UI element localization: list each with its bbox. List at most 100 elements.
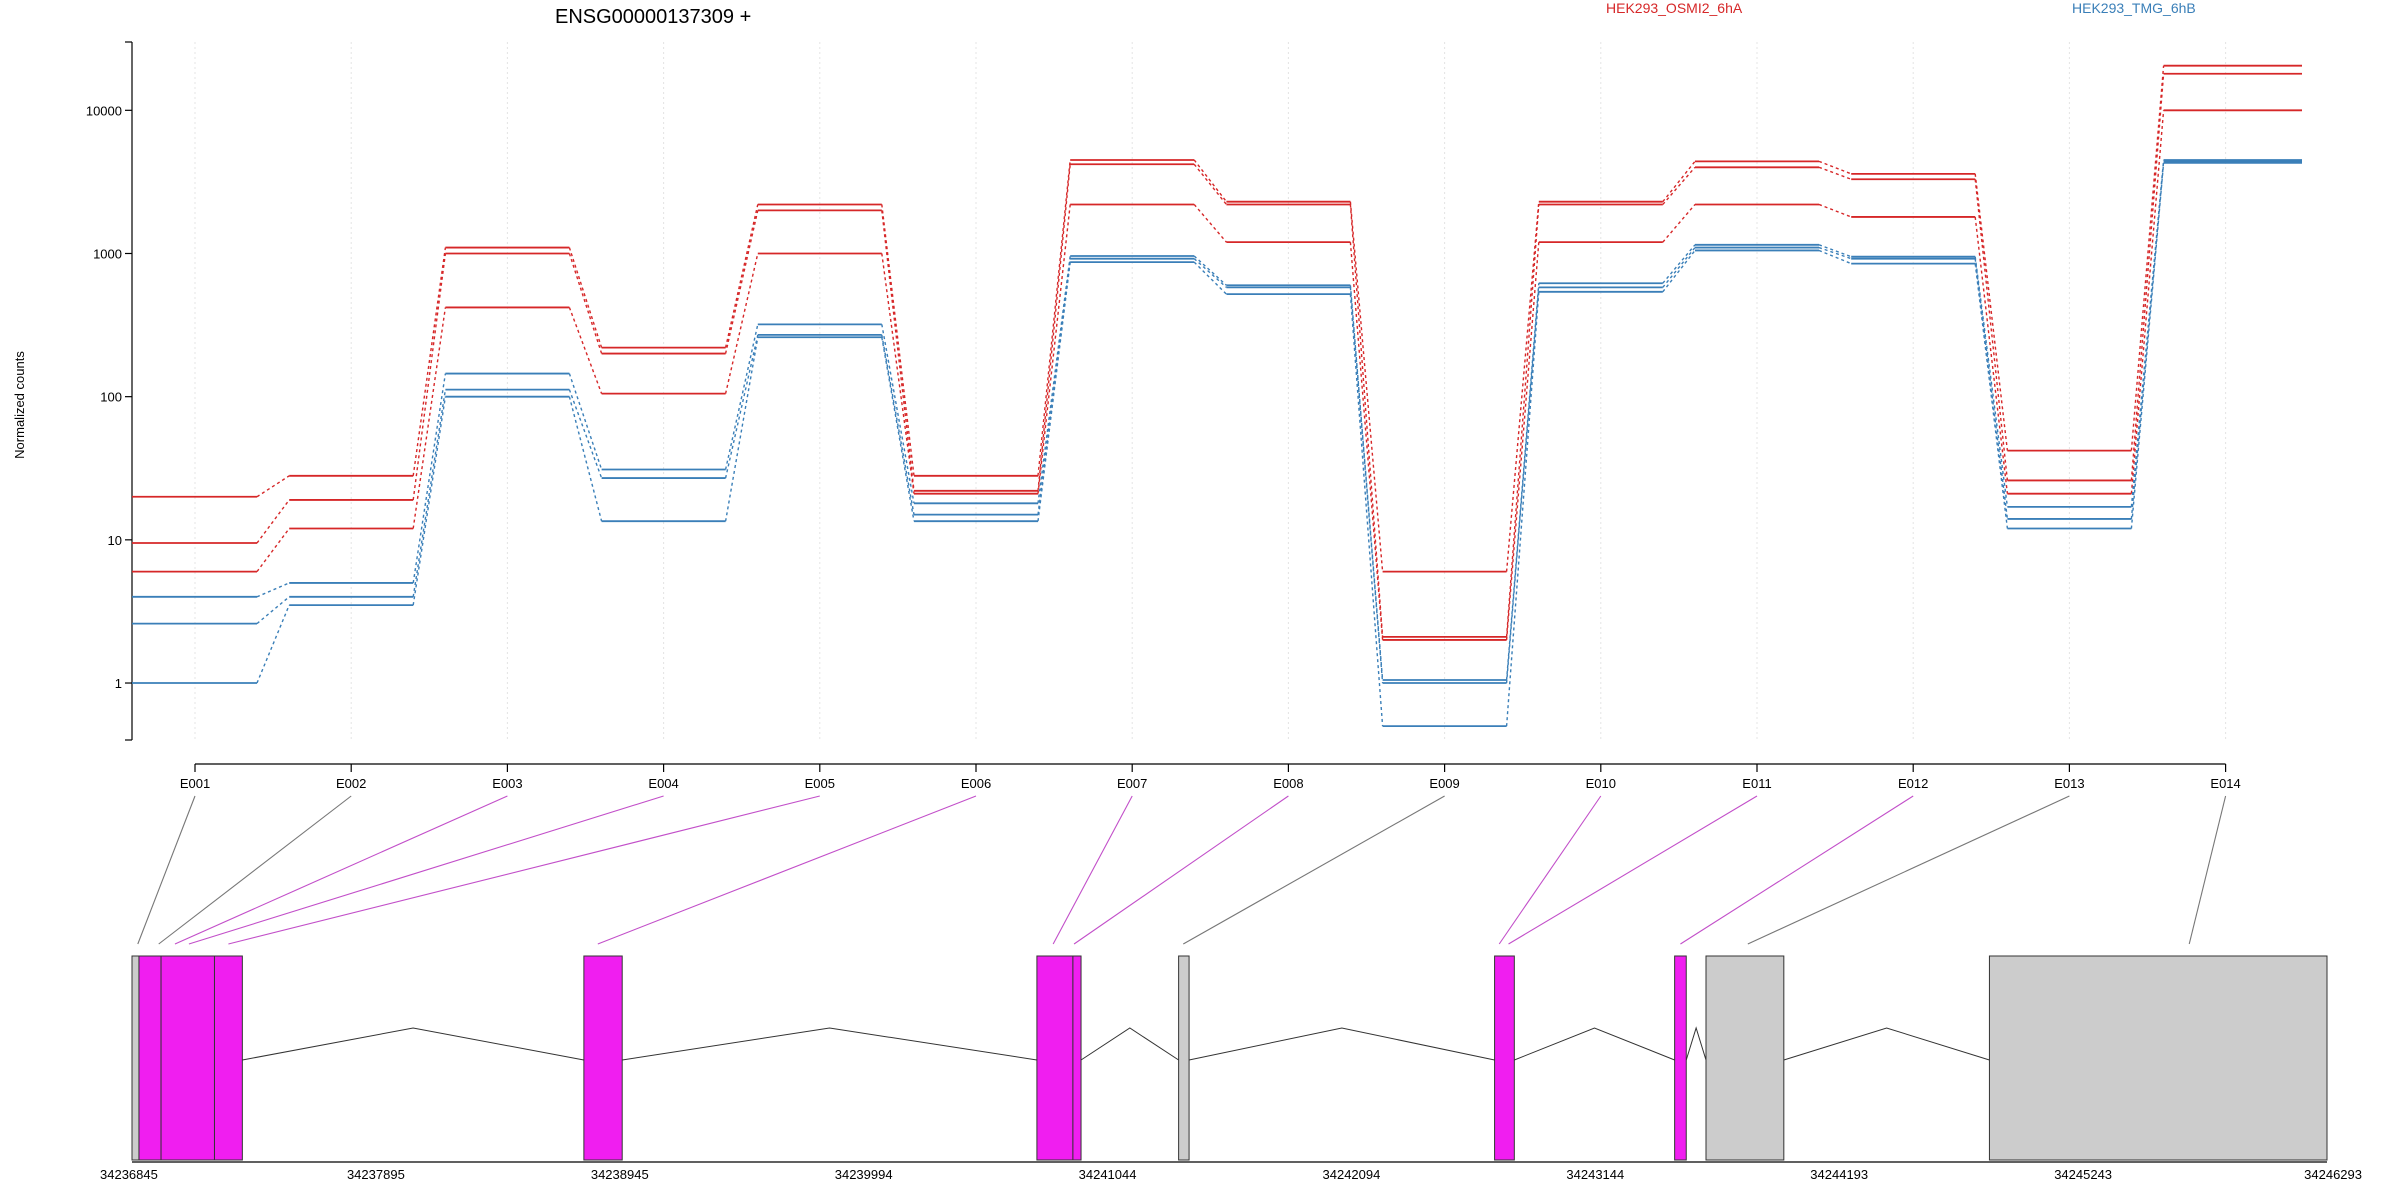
- exon-connector: [1498, 795, 1602, 945]
- series-connector: [1505, 283, 1540, 681]
- exon-box: [138, 955, 162, 1161]
- y-tick-label: 10000: [86, 103, 122, 118]
- exon-connector: [158, 795, 352, 945]
- exon-connector: [1182, 795, 1445, 945]
- series-connector: [1974, 263, 2009, 529]
- y-tick-label: 100: [100, 390, 122, 405]
- series-connector: [1349, 242, 1384, 640]
- series-connector: [412, 247, 447, 476]
- series-connector: [1505, 204, 1540, 637]
- exon-connector: [228, 795, 820, 945]
- chart-title: ENSG00000137309 +: [555, 6, 751, 28]
- series-connector: [412, 396, 447, 606]
- series-connector: [724, 204, 759, 348]
- y-tick-label: 1000: [93, 246, 122, 261]
- x-tick-label: E009: [1429, 776, 1459, 791]
- series-connector: [881, 253, 915, 494]
- exon-connector: [1508, 795, 1758, 945]
- series-connector: [2130, 162, 2165, 529]
- exon-box: [213, 955, 243, 1161]
- x-tick-label: E001: [180, 776, 210, 791]
- series-connector: [1505, 201, 1540, 572]
- series-connector: [1662, 204, 1696, 243]
- intron-line: [242, 1027, 584, 1061]
- exon-connector: [188, 795, 664, 945]
- genomic-coordinate-label: 34246293: [2304, 1167, 2362, 1182]
- intron-line: [1514, 1027, 1675, 1061]
- series-connector: [881, 210, 915, 491]
- legend-entry-osmi2: HEK293_OSMI2_6hA: [1606, 0, 1743, 16]
- series-connector: [1818, 246, 1852, 260]
- intron-line: [1685, 1026, 1707, 1061]
- genomic-coordinate-label: 34237895: [347, 1167, 405, 1182]
- series-line: [132, 160, 2302, 684]
- series-connector: [1505, 242, 1540, 640]
- exon-connector: [1052, 795, 1133, 945]
- exon-box: [1178, 955, 1190, 1161]
- x-tick-label: E002: [336, 776, 366, 791]
- genomic-coordinate-label: 34242094: [1323, 1167, 1381, 1182]
- series-line: [132, 64, 2302, 573]
- series-connector: [256, 596, 290, 625]
- intron-line: [1080, 1027, 1179, 1061]
- series-connector: [256, 499, 290, 544]
- series-connector: [1037, 164, 1071, 491]
- series-connector: [1818, 249, 1852, 265]
- series-connector: [1505, 287, 1540, 684]
- series-connector: [256, 528, 290, 573]
- exon-box: [1988, 955, 2328, 1161]
- series-connector: [1193, 255, 1227, 286]
- series-connector: [1662, 250, 1696, 293]
- series-connector: [568, 307, 603, 394]
- x-tick-label: E005: [805, 776, 835, 791]
- series-connector: [1662, 166, 1696, 205]
- genomic-coordinate-label: 34238945: [591, 1167, 649, 1182]
- series-connector: [256, 475, 290, 498]
- genomic-coordinate-label: 34243144: [1566, 1167, 1624, 1182]
- series-connector: [1662, 244, 1696, 284]
- intron-line: [622, 1027, 1037, 1061]
- series-connector: [724, 334, 759, 479]
- x-tick-label: E011: [1742, 776, 1771, 791]
- exon-connector: [1073, 795, 1289, 945]
- series-connector: [1662, 160, 1696, 203]
- series-connector: [1349, 294, 1384, 727]
- series-connector: [1349, 285, 1384, 681]
- series-connector: [724, 337, 759, 522]
- exon-box: [160, 955, 215, 1161]
- series-connector: [1037, 204, 1071, 494]
- exon-box: [131, 955, 140, 1161]
- plot-area: 1 10 100 1000 10000 E001 E002 E003 E004 E005 E006 E…: [86, 41, 2302, 791]
- series-line: [132, 161, 2302, 728]
- series-connector: [1974, 179, 2009, 481]
- series-connector: [1193, 258, 1227, 288]
- series-connector: [1974, 216, 2009, 494]
- series-connector: [2130, 65, 2165, 451]
- x-tick-label: E007: [1117, 776, 1147, 791]
- x-tick-label: E013: [2054, 776, 2084, 791]
- genomic-coordinate-label: 34244193: [1810, 1167, 1868, 1182]
- series-connector: [1505, 291, 1540, 727]
- series-connector: [1818, 166, 1852, 180]
- series-connector: [1818, 203, 1852, 218]
- exon-connector: [1680, 795, 1914, 945]
- series-connector: [881, 337, 915, 522]
- genomic-coordinate-label: 34245243: [2054, 1167, 2112, 1182]
- series-connector: [568, 396, 603, 522]
- series-connector: [2130, 73, 2165, 481]
- series-connector: [881, 324, 915, 504]
- exon-connector: [1747, 795, 2070, 945]
- exon-box: [1674, 955, 1687, 1161]
- series-connector: [1037, 262, 1071, 522]
- exon-connector: [597, 795, 977, 945]
- series-connector: [412, 307, 447, 529]
- exon-box: [583, 955, 623, 1161]
- exon-box: [1705, 955, 1785, 1161]
- y-tick-label: 10: [108, 533, 122, 548]
- x-tick-label: E006: [961, 776, 991, 791]
- gene-model: 34236845 34237895 34238945 34239994 34241044…: [100, 795, 2362, 1182]
- series-connector: [568, 247, 603, 348]
- genomic-coordinate-label: 34236845: [100, 1167, 158, 1182]
- series-connector: [1037, 258, 1071, 515]
